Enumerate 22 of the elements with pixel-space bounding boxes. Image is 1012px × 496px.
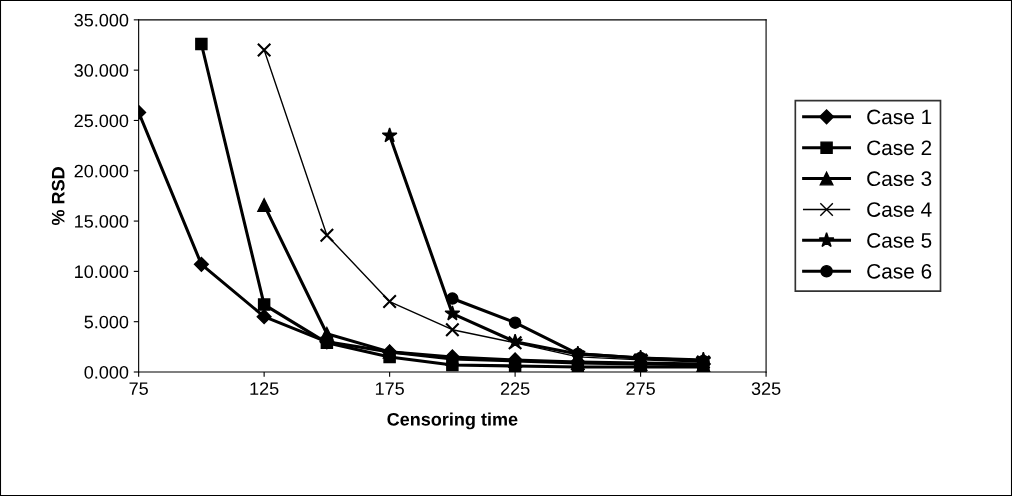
x-tick-label: 175 <box>375 382 404 395</box>
x-tick-label: 325 <box>751 382 781 395</box>
y-tick-label: 25.000 <box>74 114 129 128</box>
y-tick-label: 0.000 <box>84 365 129 379</box>
legend-label: Case 5 <box>867 233 932 248</box>
x-tick-label: 75 <box>129 382 148 395</box>
y-tick-label: 15.000 <box>75 215 129 228</box>
legend-label: Case 1 <box>867 109 932 125</box>
legend-label: Case 4 <box>867 202 932 217</box>
y-tick-label: 30.000 <box>74 64 129 77</box>
legend-label: Case 3 <box>867 171 932 187</box>
x-tick-label: 275 <box>626 382 655 395</box>
y-axis-title: % RSD <box>51 167 65 226</box>
x-tick-label: 225 <box>500 382 530 395</box>
y-tick-label: 5.000 <box>84 315 129 329</box>
y-tick-label: 35.000 <box>74 13 129 27</box>
y-tick-label: 10.000 <box>75 265 129 279</box>
y-tick-label: 20.000 <box>74 164 129 178</box>
legend-label: Case 6 <box>867 263 932 279</box>
legend-label: Case 2 <box>867 140 932 156</box>
x-tick-label: 125 <box>250 382 279 395</box>
x-axis-title: Censoring time <box>387 412 518 430</box>
